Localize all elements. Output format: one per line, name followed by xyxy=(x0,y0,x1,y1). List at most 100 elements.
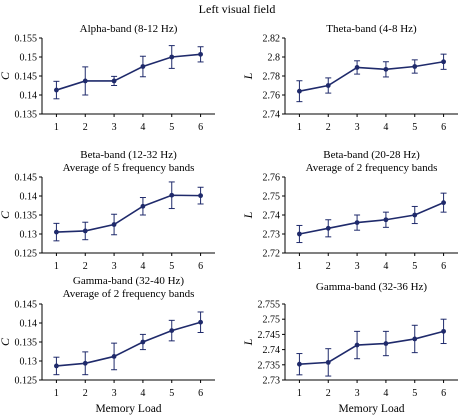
y-tick-label: 2.78 xyxy=(263,72,281,83)
x-tick-label: 4 xyxy=(383,388,388,399)
data-point xyxy=(325,225,331,231)
data-point xyxy=(169,192,175,198)
y-tick-label: 0.135 xyxy=(15,110,38,121)
data-point xyxy=(169,328,175,333)
x-tick-label: 5 xyxy=(169,122,174,133)
data-point xyxy=(354,220,360,226)
y-tick-label: 0.125 xyxy=(15,249,38,260)
x-tick-label: 1 xyxy=(54,388,59,399)
x-tick-label: 4 xyxy=(140,122,145,133)
data-point xyxy=(441,200,446,206)
y-tick-label: 0.145 xyxy=(15,173,38,184)
x-tick-label: 6 xyxy=(198,122,203,133)
x-tick-label: 2 xyxy=(83,388,88,399)
x-tick-label: 1 xyxy=(297,122,302,133)
x-tick-label: 3 xyxy=(355,388,360,399)
y-tick-label: 0.13 xyxy=(20,357,38,368)
data-point xyxy=(140,64,146,69)
y-tick-label: 0.13 xyxy=(20,230,38,241)
data-point xyxy=(140,339,146,345)
data-point xyxy=(325,83,331,88)
data-point xyxy=(297,361,302,367)
y-tick-label: 0.145 xyxy=(15,72,38,83)
axes xyxy=(41,38,215,115)
data-point xyxy=(383,341,389,346)
y-tick-label: 2.82 xyxy=(263,34,281,45)
x-tick-label: 4 xyxy=(140,261,145,272)
axes xyxy=(284,177,458,254)
x-tick-label: 6 xyxy=(198,388,203,399)
panel-subtitle: Average of 5 frequency bands xyxy=(63,162,195,174)
data-point xyxy=(198,51,203,57)
x-tick-label: 2 xyxy=(83,122,88,133)
x-tick-label: 4 xyxy=(383,122,388,133)
series-line xyxy=(56,194,201,233)
panel-title: Theta-band (4-8 Hz) xyxy=(326,23,417,35)
y-tick-label: 0.14 xyxy=(20,91,38,102)
panel-title: Alpha-band (8-12 Hz) xyxy=(80,23,178,35)
data-point xyxy=(441,328,446,334)
y-tick-label: 0.155 xyxy=(15,34,38,45)
x-tick-label: 3 xyxy=(112,261,117,272)
y-tick-label: 2.76 xyxy=(263,173,281,184)
x-tick-label: 1 xyxy=(297,261,302,272)
data-point xyxy=(412,64,418,69)
data-point xyxy=(383,217,389,223)
y-tick-label: 2.74 xyxy=(263,345,281,356)
series-line xyxy=(299,60,444,92)
y-tick-label: 2.755 xyxy=(258,300,281,311)
data-point xyxy=(325,359,331,365)
panel-3: Beta-band (12-32 Hz)Average of 5 frequen… xyxy=(0,149,215,272)
y-axis-label: L xyxy=(241,338,255,346)
y-tick-label: 0.15 xyxy=(20,53,38,64)
y-tick-label: 0.125 xyxy=(15,376,38,387)
x-tick-label: 5 xyxy=(412,261,417,272)
panel-1: Alpha-band (8-12 Hz) 0.135 0.14 0.145 0.15 0.… xyxy=(0,23,215,133)
x-tick-label: 6 xyxy=(441,261,446,272)
y-tick-label: 2.8 xyxy=(268,53,281,64)
y-tick-label: 0.135 xyxy=(15,338,38,349)
y-tick-label: 2.76 xyxy=(263,91,281,102)
y-axis-label: L xyxy=(241,72,255,80)
x-tick-label: 2 xyxy=(326,388,331,399)
y-tick-label: 0.14 xyxy=(20,192,38,203)
data-point xyxy=(297,88,302,94)
series-line xyxy=(299,330,444,365)
data-point xyxy=(54,87,59,93)
x-tick-label: 3 xyxy=(355,122,360,133)
data-point xyxy=(198,193,203,199)
y-tick-label: 2.735 xyxy=(258,360,281,371)
panel-6: Gamma-band (32-36 Hz) 2.73 2.735 2.74 2.745 2… xyxy=(241,281,458,415)
x-axis-label: Memory Load xyxy=(338,403,404,415)
data-point xyxy=(54,363,59,369)
data-point xyxy=(54,229,59,235)
x-axis-label: Memory Load xyxy=(95,403,161,415)
x-tick-label: 3 xyxy=(112,388,117,399)
panel-subtitle: Average of 2 frequency bands xyxy=(63,288,195,300)
y-axis-label: C xyxy=(0,71,12,80)
y-tick-label: 0.135 xyxy=(15,211,38,222)
x-tick-label: 5 xyxy=(169,261,174,272)
panel-2: Theta-band (4-8 Hz) 2.74 2.76 2.78 2.8 2.82 1 2… xyxy=(241,23,458,133)
y-tick-label: 2.73 xyxy=(263,230,281,241)
axes xyxy=(41,304,215,381)
y-tick-label: 2.73 xyxy=(263,376,281,387)
y-tick-label: 0.14 xyxy=(20,319,38,330)
x-tick-label: 2 xyxy=(326,122,331,133)
y-tick-label: 2.72 xyxy=(263,249,281,260)
data-point xyxy=(354,65,360,70)
data-point xyxy=(297,231,302,237)
panel-4: Beta-band (20-28 Hz)Average of 2 frequen… xyxy=(241,149,458,272)
y-axis-label: L xyxy=(241,211,255,219)
data-point xyxy=(82,78,88,84)
data-point xyxy=(198,319,203,325)
series-line xyxy=(299,201,444,235)
x-tick-label: 6 xyxy=(198,261,203,272)
panel-title: Beta-band (12-32 Hz) xyxy=(80,149,177,161)
x-tick-label: 4 xyxy=(383,261,388,272)
data-point xyxy=(441,59,446,65)
x-tick-label: 6 xyxy=(441,388,446,399)
y-tick-label: 2.75 xyxy=(263,192,281,203)
data-point xyxy=(111,78,117,84)
data-point xyxy=(383,66,389,72)
